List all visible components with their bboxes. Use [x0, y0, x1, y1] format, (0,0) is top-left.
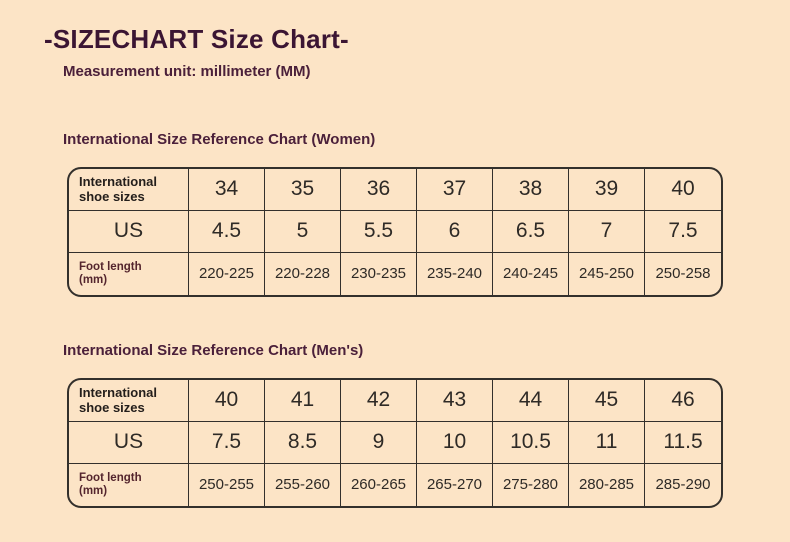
intl-size-cell: 39 [569, 169, 645, 211]
intl-sizes-row-label: International shoe sizes [69, 169, 189, 211]
foot-length-cell: 235-240 [417, 253, 493, 295]
intl-size-cell: 46 [645, 380, 721, 422]
us-sizes-row-label: US [69, 422, 189, 464]
foot-length-cell: 250-255 [189, 464, 265, 506]
us-size-cell: 5 [265, 211, 341, 253]
intl-size-cell: 40 [189, 380, 265, 422]
intl-size-cell: 44 [493, 380, 569, 422]
intl-size-cell: 38 [493, 169, 569, 211]
us-size-cell: 4.5 [189, 211, 265, 253]
intl-size-cell: 35 [265, 169, 341, 211]
men-size-table: International shoe sizes 40 41 42 43 44 … [67, 378, 723, 508]
women-chart-title: International Size Reference Chart (Wome… [63, 131, 376, 148]
intl-sizes-row-label: International shoe sizes [69, 380, 189, 422]
us-size-cell: 6 [417, 211, 493, 253]
us-size-cell: 8.5 [265, 422, 341, 464]
us-size-cell: 9 [341, 422, 417, 464]
foot-length-cell: 285-290 [655, 476, 711, 494]
us-sizes-label-text: US [113, 430, 144, 454]
us-size-cell: 11 [569, 422, 645, 464]
us-size-cell: 6.5 [493, 211, 569, 253]
foot-length-cell: 230-235 [341, 253, 417, 295]
intl-size-cell: 37 [417, 169, 493, 211]
foot-length-row-label: Foot length (mm) [69, 253, 189, 295]
us-size-cell: 7 [569, 211, 645, 253]
foot-length-cell: 220-228 [265, 253, 341, 295]
us-size-cell: 5.5 [341, 211, 417, 253]
foot-length-cell: 280-285 [569, 464, 645, 506]
measurement-unit-note: Measurement unit: millimeter (MM) [63, 63, 311, 80]
intl-size-cell: 41 [265, 380, 341, 422]
intl-size-cell: 45 [569, 380, 645, 422]
us-size-cell: 10.5 [493, 422, 569, 464]
us-sizes-row-label: US [69, 211, 189, 253]
page-title: -SIZECHART Size Chart- [44, 24, 349, 54]
foot-length-cell: 265-270 [417, 464, 493, 506]
foot-length-cell: 275-280 [493, 464, 569, 506]
intl-sizes-label-text: International shoe sizes [79, 384, 158, 415]
foot-length-cell: 255-260 [265, 464, 341, 506]
intl-size-cell: 36 [341, 169, 417, 211]
intl-sizes-label-text: International shoe sizes [79, 173, 158, 204]
foot-length-cell: 245-250 [569, 253, 645, 295]
foot-length-cell: 260-265 [341, 464, 417, 506]
us-size-cell: 7.5 [645, 211, 721, 253]
women-size-table: International shoe sizes 34 35 36 37 38 … [67, 167, 723, 297]
intl-size-cell: 43 [417, 380, 493, 422]
us-size-cell: 10 [417, 422, 493, 464]
foot-length-cell: 220-225 [189, 253, 265, 295]
foot-length-cell: 250-258 [655, 265, 711, 283]
us-size-cell: 11.5 [645, 422, 721, 464]
us-size-cell: 7.5 [189, 422, 265, 464]
foot-length-label-text: Foot length (mm) [79, 260, 142, 286]
intl-size-cell: 34 [189, 169, 265, 211]
intl-size-cell: 42 [341, 380, 417, 422]
foot-length-cell: 240-245 [493, 253, 569, 295]
foot-length-label-text: Foot length (mm) [79, 471, 142, 497]
intl-size-cell: 40 [645, 169, 721, 211]
men-chart-title: International Size Reference Chart (Men'… [63, 342, 364, 359]
foot-length-row-label: Foot length (mm) [69, 464, 189, 506]
us-sizes-label-text: US [113, 219, 144, 243]
